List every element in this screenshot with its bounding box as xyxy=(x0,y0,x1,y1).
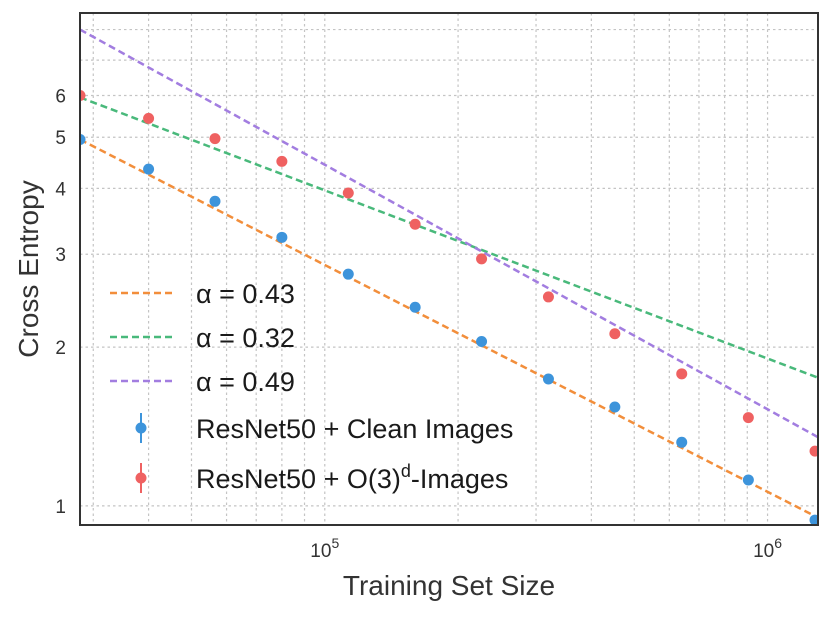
series-1-point xyxy=(676,436,688,448)
data-points xyxy=(80,89,818,525)
y-tick-label: 2 xyxy=(55,338,66,359)
series-1-point xyxy=(276,231,288,243)
legend-line-label: α = 0.43 xyxy=(196,279,295,309)
series-2-point xyxy=(80,89,86,101)
series-2-point xyxy=(143,112,155,124)
series-1-point xyxy=(209,195,221,207)
legend-point-swatch xyxy=(135,472,147,484)
series-1-point xyxy=(742,474,754,486)
fit-line-3 xyxy=(80,28,818,439)
legend-point-swatch xyxy=(135,422,147,434)
legend-line-label: α = 0.32 xyxy=(196,323,295,353)
x-tick-label: 105 xyxy=(310,535,339,562)
grid xyxy=(80,13,818,525)
series-2-point xyxy=(342,187,354,199)
series-1-point xyxy=(542,373,554,385)
series-1-point xyxy=(80,134,86,146)
series-2-point xyxy=(209,133,221,145)
y-tick-label: 4 xyxy=(55,179,66,200)
legend-series-label: ResNet50 + O(3)d-Images xyxy=(196,461,508,494)
series-2-point xyxy=(609,328,621,340)
fit-line-2 xyxy=(80,96,818,379)
y-tick-label: 3 xyxy=(55,245,66,266)
series-1-point xyxy=(342,268,354,280)
y-tick-label: 5 xyxy=(55,128,66,149)
fit-lines xyxy=(80,28,818,519)
series-1-point xyxy=(143,163,155,175)
x-axis-label: Training Set Size xyxy=(343,570,555,601)
series-2-point xyxy=(676,368,688,380)
y-tick-label: 6 xyxy=(55,86,66,107)
series-1-point xyxy=(409,301,421,313)
axis-ticks: 1 2 3 4 5 6 105 106 xyxy=(55,86,782,562)
series-1-point xyxy=(809,514,818,525)
series-2-point xyxy=(742,412,754,424)
legend-series-label: ResNet50 + Clean Images xyxy=(196,414,513,444)
legend: α = 0.43 α = 0.32 α = 0.49 ResNet50 + Clean… xyxy=(110,279,513,494)
series-2-point xyxy=(809,445,818,457)
y-axis-label: Cross Entropy xyxy=(13,180,44,357)
y-tick-label: 1 xyxy=(55,497,66,518)
series-2-point xyxy=(409,218,421,230)
plot-frame xyxy=(79,12,819,526)
series-2-point xyxy=(542,291,554,303)
legend-line-label: α = 0.49 xyxy=(196,367,295,397)
series-1-point xyxy=(609,401,621,413)
fit-line-1 xyxy=(80,138,818,519)
x-tick-label: 106 xyxy=(753,535,782,562)
series-1-point xyxy=(476,335,488,347)
series-2-point xyxy=(476,253,488,265)
series-2-point xyxy=(276,155,288,167)
